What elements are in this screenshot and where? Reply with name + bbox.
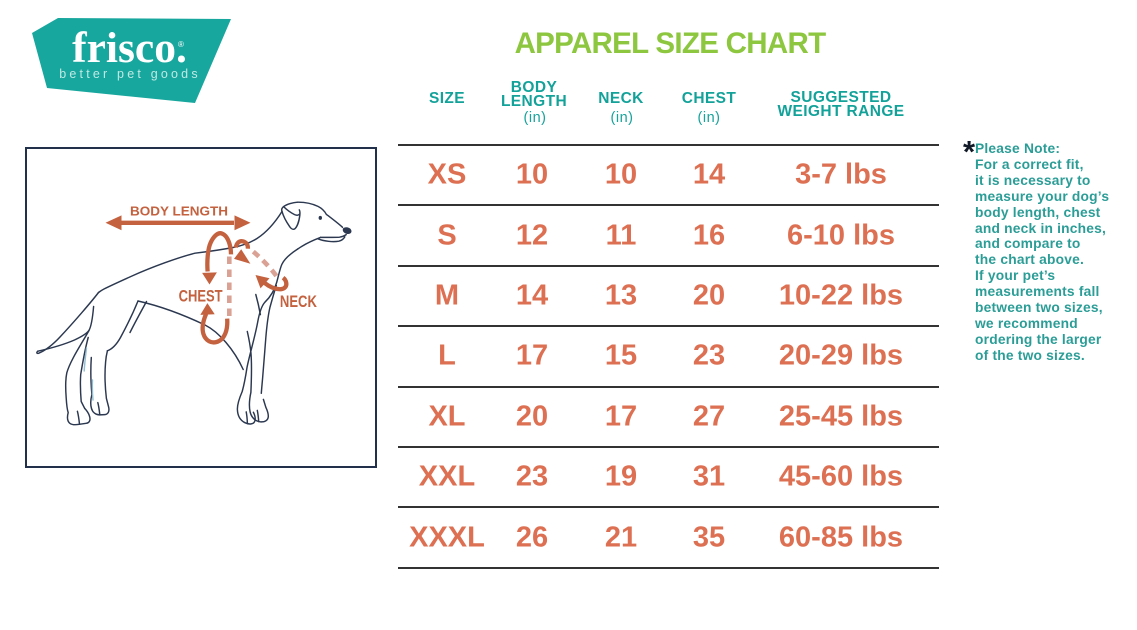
svg-text:®: ® bbox=[178, 40, 184, 49]
svg-text:better pet goods: better pet goods bbox=[59, 67, 201, 81]
svg-text:frisco.: frisco. bbox=[72, 24, 187, 72]
svg-text:BODY LENGTH: BODY LENGTH bbox=[130, 205, 228, 219]
svg-text:CHEST: CHEST bbox=[179, 288, 223, 306]
svg-text:NECK: NECK bbox=[280, 293, 317, 311]
